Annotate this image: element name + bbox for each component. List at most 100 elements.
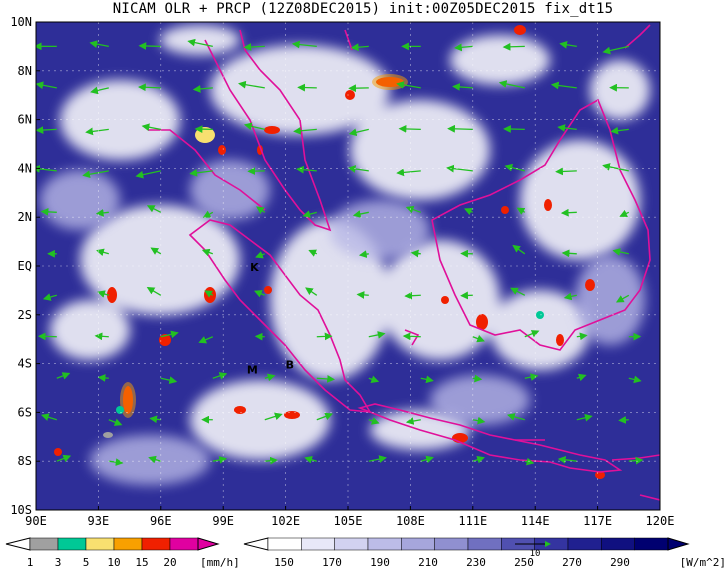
wind-arrow: [347, 165, 369, 173]
olr-colorbar-tick: 270: [562, 556, 582, 569]
wind-arrow: [149, 415, 161, 424]
place-label-k: K: [250, 261, 259, 274]
lon-tick-label: 120E: [646, 514, 675, 528]
wind-arrow: [37, 332, 57, 341]
wind-arrow: [420, 375, 434, 384]
wind-arrow: [628, 375, 642, 384]
wind-arrow: [97, 374, 109, 382]
map-title: NICAM OLR + PRCP (12Z08DEC2015) init:00Z…: [112, 1, 614, 17]
wind-arrow: [296, 165, 317, 174]
wind-arrow: [619, 209, 630, 217]
wind-arrow: [141, 123, 161, 132]
lat-tick-label: 6S: [18, 405, 32, 419]
wind-arrow: [405, 205, 422, 214]
wind-arrow: [108, 458, 124, 466]
precip-colorbar-swatch: [29, 537, 59, 551]
lon-tick-label: 99E: [212, 514, 234, 528]
wind-arrow: [256, 206, 266, 215]
olr-colorbar-tick: 230: [466, 556, 486, 569]
wind-arrow: [447, 124, 473, 133]
coastlines: [148, 24, 660, 501]
lon-tick-label: 108E: [396, 514, 425, 528]
place-label-m: M: [247, 363, 258, 376]
wind-arrow: [576, 332, 588, 341]
olr-colorbar-swatch: [567, 537, 602, 551]
wind-arrow: [368, 331, 386, 339]
wind-arrow: [368, 455, 387, 463]
olr-colorbar-swatch: [367, 537, 402, 551]
wind-arrow: [618, 416, 629, 424]
wind-arrow: [148, 455, 161, 464]
wind-legend-label: 10: [530, 549, 541, 559]
wind-arrow: [160, 376, 178, 384]
lon-tick-label: 114E: [521, 514, 550, 528]
olr-colorbar-swatch: [634, 537, 669, 551]
lat-tick-label: 8N: [18, 64, 32, 78]
olr-colorbar-swatch: [601, 537, 635, 551]
wind-arrow: [612, 248, 629, 256]
lon-tick-label: 90E: [25, 514, 47, 528]
precip-colorbar-low-triangle: [5, 537, 31, 551]
wind-arrow: [56, 372, 71, 380]
olr-colorbar-swatch: [434, 537, 469, 551]
wind-arrow: [94, 332, 109, 341]
wind-arrow: [464, 208, 474, 216]
wind-arrow: [398, 125, 421, 133]
precip-colorbar-tick: 5: [83, 556, 90, 569]
wind-arrow: [356, 291, 369, 299]
wind-arrow: [146, 205, 162, 213]
lat-tick-label: 8S: [18, 454, 32, 468]
wind-arrow: [368, 417, 380, 425]
wind-arrow: [293, 126, 317, 135]
wind-arrow: [524, 457, 535, 466]
precip-colorbar-tick: 15: [135, 556, 148, 569]
wind-arrow: [576, 373, 587, 382]
precip-colorbar-tick: 3: [55, 556, 62, 569]
wind-arrow: [198, 336, 214, 344]
wind-arrow: [212, 456, 228, 464]
precip-colorbar-swatch: [57, 537, 87, 551]
lat-tick-label: 2S: [18, 308, 32, 322]
wind-arrow: [452, 83, 473, 91]
olr-colorbar-swatch: [401, 537, 435, 551]
wind-arrow: [550, 81, 577, 90]
wind-arrow: [563, 292, 577, 301]
wind-arrow: [402, 332, 421, 341]
wind-arrow: [358, 250, 369, 258]
wind-arrow: [308, 249, 318, 257]
precip-colorbar-tick: 20: [163, 556, 176, 569]
olr-colorbar-tick: 250: [514, 556, 534, 569]
olr-colorbar-low-triangle: [243, 537, 269, 551]
wind-arrow: [561, 249, 577, 258]
wind-arrow: [238, 80, 265, 89]
wind-arrow: [510, 287, 526, 296]
wind-arrow: [602, 163, 629, 172]
lat-tick-label: 4N: [18, 161, 32, 175]
wind-arrow: [95, 209, 109, 217]
wind-arrow: [42, 293, 57, 301]
wind-arrow: [108, 418, 123, 426]
wind-arrow: [506, 413, 525, 421]
wind-arrow: [305, 287, 318, 296]
wind-arrow: [559, 40, 577, 49]
lon-axis: 90E 93E 96E 99E 102E 105E 108E 111E 114E 117E 120E: [25, 506, 674, 528]
wind-arrow: [243, 43, 265, 51]
wind-arrow: [85, 127, 109, 136]
lat-tick-label: 4S: [18, 357, 32, 371]
lon-tick-label: 117E: [583, 514, 612, 528]
lat-tick-label: EQ: [18, 259, 32, 273]
wind-arrow: [498, 80, 525, 89]
wind-arrow: [302, 210, 317, 218]
precip-colorbar-swatch: [85, 537, 115, 551]
wind-arrow: [524, 330, 540, 338]
wind-arrow: [56, 454, 72, 463]
precip-colorbar-tick: 1: [27, 556, 34, 569]
wind-arrow: [243, 122, 265, 131]
wind-arrow: [40, 413, 57, 421]
wind-arrow: [472, 374, 483, 383]
wind-arrow: [405, 417, 421, 425]
wind-arrow: [138, 83, 161, 92]
olr-colorbar-swatch: [467, 537, 502, 551]
wind-arrow: [610, 126, 629, 135]
wind-arrow: [135, 170, 161, 179]
